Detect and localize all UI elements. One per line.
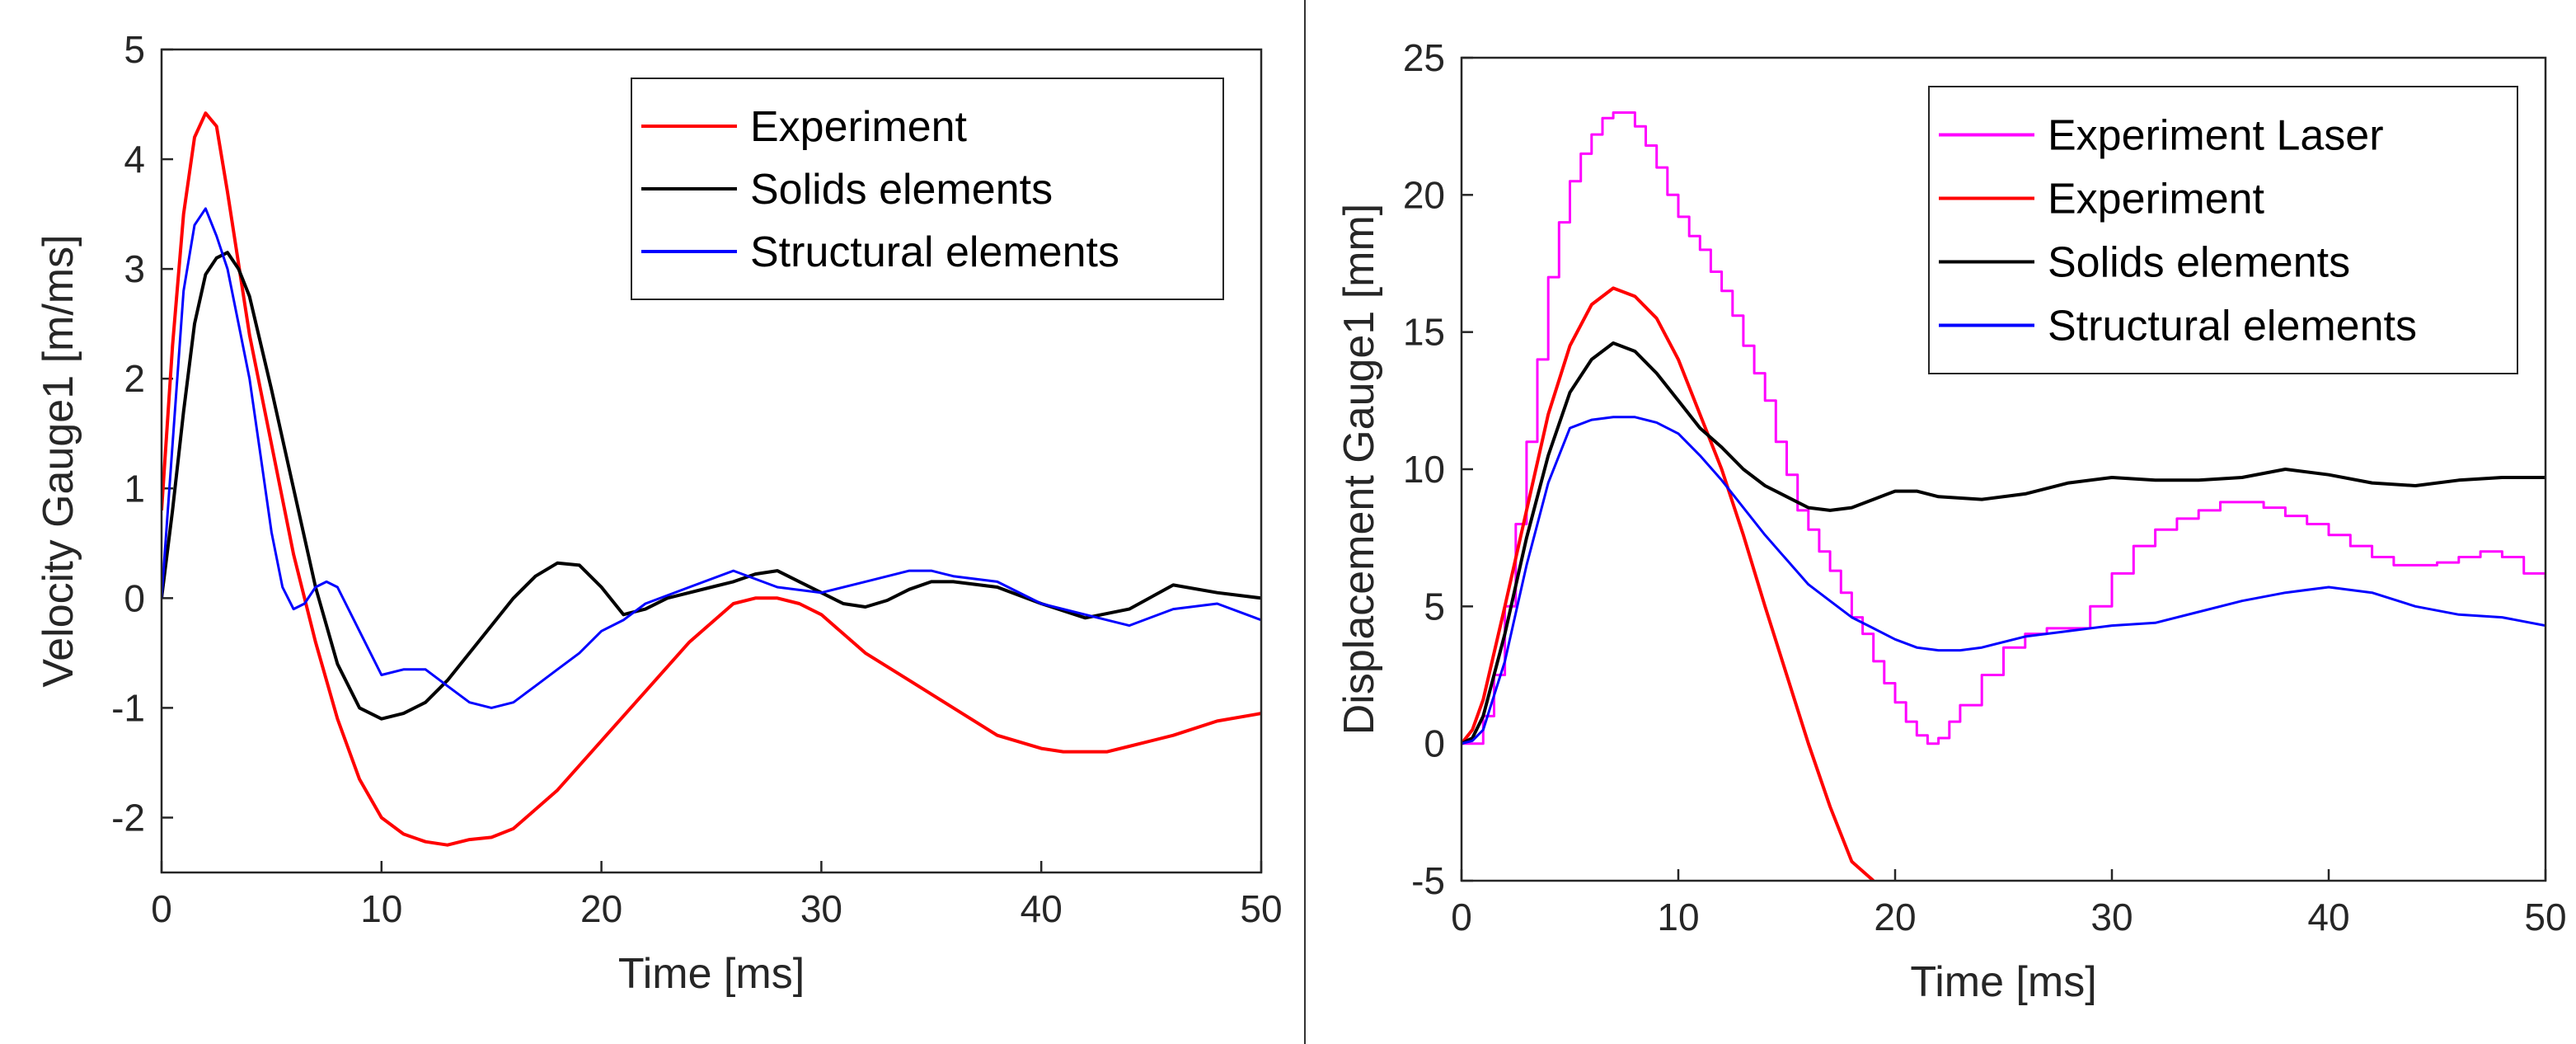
- y-tick-label: 20: [1403, 173, 1445, 216]
- y-tick-label: 3: [124, 247, 145, 290]
- y-tick-label: 15: [1403, 311, 1445, 354]
- velocity-chart-legend-label-solids-elements: Solids elements: [750, 166, 1053, 214]
- x-tick-label: 40: [2307, 896, 2349, 938]
- velocity-chart-axes-box: [160, 48, 1263, 874]
- x-tick-label: 10: [1657, 896, 1699, 938]
- velocity-chart-structural-elements-line: [162, 207, 1261, 709]
- x-tick-label: 30: [2090, 896, 2133, 938]
- y-tick-label: 5: [1424, 585, 1445, 628]
- displacement-chart-legend: Experiment Laser Experiment Solids element…: [1928, 86, 2518, 374]
- y-tick-label: 10: [1403, 448, 1445, 491]
- x-tick-label: 20: [1874, 896, 1916, 938]
- y-tick-label: 4: [124, 138, 145, 181]
- displacement-chart-axes-box: [1460, 56, 2547, 882]
- velocity-chart-y-axis-label: Velocity Gauge1 [m/ms]: [35, 234, 82, 687]
- x-tick-label: 30: [800, 887, 842, 930]
- y-tick-label: 5: [124, 28, 145, 71]
- y-tick-label: -1: [111, 686, 145, 729]
- y-tick-label: -5: [1411, 859, 1445, 902]
- velocity-chart-legend-label-structural-elements: Structural elements: [750, 228, 1119, 276]
- velocity-chart-solids-elements-line: [162, 251, 1261, 721]
- x-tick-label: 50: [1240, 887, 1282, 930]
- displacement-chart-structural-elements-line: [1462, 416, 2546, 745]
- velocity-chart-series: [162, 111, 1261, 847]
- displacement-chart-series: [1462, 111, 2546, 881]
- x-tick-label: 0: [151, 887, 172, 930]
- x-tick-label: 10: [360, 887, 402, 930]
- x-tick-label: 50: [2524, 896, 2566, 938]
- y-tick-label: 0: [124, 576, 145, 619]
- velocity-chart-legend-label-experiment: Experiment: [750, 103, 968, 151]
- displacement-chart-y-axis-label: Displacement Gauge1 [mm]: [1335, 204, 1383, 736]
- displacement-chart-legend-label-solids-elements: Solids elements: [2048, 239, 2350, 287]
- x-tick-label: 40: [1021, 887, 1063, 930]
- displacement-chart-x-axis-label: Time [ms]: [1910, 958, 2096, 1006]
- velocity-chart-legend: Experiment Solids elements Structural elem…: [631, 78, 1224, 300]
- displacement-chart-experiment-laser-line: [1462, 111, 2546, 745]
- y-tick-label: -2: [111, 796, 145, 839]
- y-tick-label: 0: [1424, 722, 1445, 765]
- velocity-chart-x-axis-label: Time [ms]: [618, 950, 805, 998]
- y-tick-label: 1: [124, 467, 145, 510]
- velocity-chart-experiment-line: [162, 111, 1261, 847]
- displacement-chart-experiment-line: [1462, 286, 1875, 881]
- displacement-chart-solids-elements-line: [1462, 341, 2546, 745]
- displacement-chart-legend-label-structural-elements: Structural elements: [2048, 303, 2417, 350]
- y-tick-label: 2: [124, 357, 145, 400]
- x-tick-label: 20: [580, 887, 622, 930]
- velocity-chart: 0 10 20 30 40 50 -2 -1 0 1 2 3 4 5 Time [ms] Velocity…: [35, 28, 1283, 998]
- x-tick-label: 0: [1451, 896, 1472, 938]
- y-tick-label: 25: [1403, 36, 1445, 79]
- displacement-chart-legend-label-experiment: Experiment: [2048, 176, 2265, 223]
- velocity-chart-ticks: 0 10 20 30 40 50 -2 -1 0 1 2 3 4 5: [111, 28, 1282, 930]
- displacement-chart-legend-label-experiment-laser: Experiment Laser: [2048, 112, 2384, 160]
